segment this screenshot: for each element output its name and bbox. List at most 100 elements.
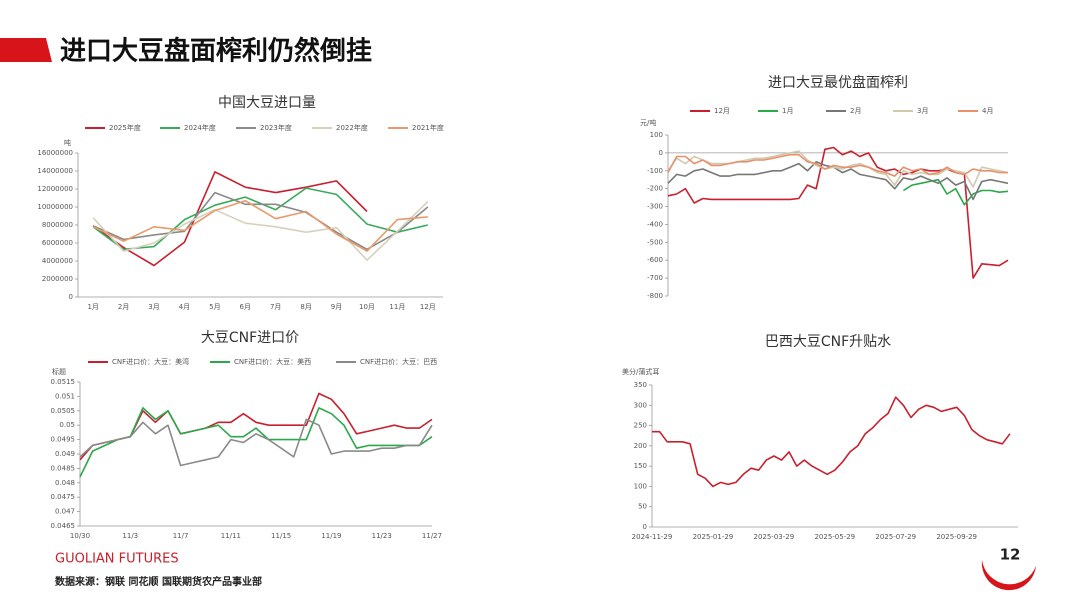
y-tick-label: -400 [647,220,663,228]
y-tick-label: 250 [634,422,647,430]
x-tick-label: 2025-07-29 [875,533,916,541]
y-tick-label: -100 [647,167,663,175]
y-tick-label: 0 [659,149,663,157]
x-tick-label: 6月 [240,303,251,311]
legend-label: 2023年度 [260,123,292,132]
source: 数据来源：钢联 同花顺 国联期货农产品事业部 [55,575,262,588]
series-line [92,171,368,267]
y-tick-label: 12000000 [37,185,73,193]
y-tick-label: 0.0465 [51,522,76,530]
series-line [92,199,428,252]
y-tick-label: 0.0485 [51,464,76,472]
x-tick-label: 2024-11-29 [632,533,673,541]
legend-label: 3月 [917,107,928,115]
legend-label: 12月 [714,107,730,115]
y-tick-label: 0.049 [55,450,75,458]
y-tick-label: 300 [634,401,647,409]
y-tick-label: 2000000 [42,275,73,283]
x-tick-label: 11/23 [372,532,392,540]
page-decoration [981,560,1036,591]
y-tick-label: 4000000 [42,257,73,265]
y-tick-label: 0.0475 [51,493,76,501]
y-tick-label: 50 [638,503,647,511]
legend-label: 2022年度 [336,123,368,132]
x-tick-label: 4月 [179,303,190,311]
slide-title: 进口大豆盘面榨利仍然倒挂 [60,36,372,67]
x-tick-label: 3月 [148,303,159,311]
series-line [667,153,1008,177]
x-tick-label: 10月 [359,303,375,311]
y-axis-unit: 元/吨 [640,118,656,127]
y-tick-label: 0.0505 [51,407,76,415]
series-line [92,187,428,251]
y-tick-label: -600 [647,256,663,264]
x-tick-label: 12月 [420,303,436,311]
series-line [652,396,1011,488]
y-tick-label: -300 [647,203,663,211]
y-tick-label: 8000000 [42,221,73,229]
x-tick-label: 10/30 [70,532,90,540]
y-tick-label: 0.0515 [51,378,76,386]
x-tick-label: 11月 [389,303,405,311]
chart-title: 进口大豆最优盘面榨利 [768,74,908,91]
y-tick-label: 14000000 [37,167,73,175]
y-tick-label: 100 [634,482,647,490]
y-tick-label: 16000000 [37,149,73,157]
brand: GUOLIAN FUTURES [55,552,179,567]
y-tick-label: 0.051 [55,392,75,400]
page-number: 12 [1000,546,1021,564]
chart-title: 巴西大豆CNF升贴水 [765,334,891,350]
legend-label: 1月 [782,107,793,115]
legend-label: CNF进口价：大豆：巴西 [360,357,437,366]
y-tick-label: 0.048 [55,479,75,487]
x-tick-label: 2025-01-29 [693,533,734,541]
y-axis-unit: 吨 [64,138,71,147]
x-tick-label: 11/27 [422,532,442,540]
legend-label: 2021年度 [412,123,444,132]
y-tick-label: 0 [643,523,647,531]
legend-label: 4月 [982,107,993,115]
chart-title: 中国大豆进口量 [218,95,316,111]
legend-label: 2025年度 [109,123,141,132]
y-tick-label: 200 [634,442,647,450]
chart-title: 大豆CNF进口价 [201,330,299,346]
x-tick-label: 5月 [209,303,220,311]
y-axis-unit: 标题 [52,367,66,376]
y-tick-label: 0.047 [55,508,75,516]
y-tick-label: 0 [69,293,73,301]
y-tick-label: 10000000 [37,203,73,211]
series-line [667,161,1009,201]
y-tick-label: 6000000 [42,239,73,247]
x-tick-label: 11/15 [271,532,291,540]
series-line [79,407,433,478]
y-tick-label: 0.0495 [51,436,76,444]
x-tick-label: 9月 [331,303,342,311]
series-line [902,178,1009,206]
series-line [92,201,429,261]
y-tick-label: 100 [650,131,663,139]
x-tick-label: 11/7 [173,532,189,540]
y-tick-label: 0.05 [59,421,75,429]
x-tick-label: 2月 [118,303,129,311]
x-tick-label: 2025-05-29 [814,533,855,541]
x-tick-label: 2025-03-29 [754,533,795,541]
y-tick-label: -800 [647,292,663,300]
x-tick-label: 11/19 [321,532,341,540]
x-tick-label: 7月 [270,303,281,311]
legend-label: 2月 [850,107,861,115]
y-tick-label: -200 [647,185,663,193]
x-tick-label: 1月 [87,303,98,311]
x-tick-label: 11/3 [122,532,138,540]
y-axis-unit: 美分/蒲式耳 [622,367,659,376]
series-line [79,418,433,467]
x-tick-label: 2025-09-29 [936,533,977,541]
legend-label: CNF进口价：大豆：美西 [234,357,311,366]
y-tick-label: -700 [647,274,663,282]
y-tick-label: 150 [634,462,647,470]
x-tick-label: 11/11 [221,532,241,540]
legend-label: CNF进口价：大豆：美湾 [112,357,189,366]
x-tick-label: 8月 [300,303,311,311]
legend-label: 2024年度 [184,123,216,132]
